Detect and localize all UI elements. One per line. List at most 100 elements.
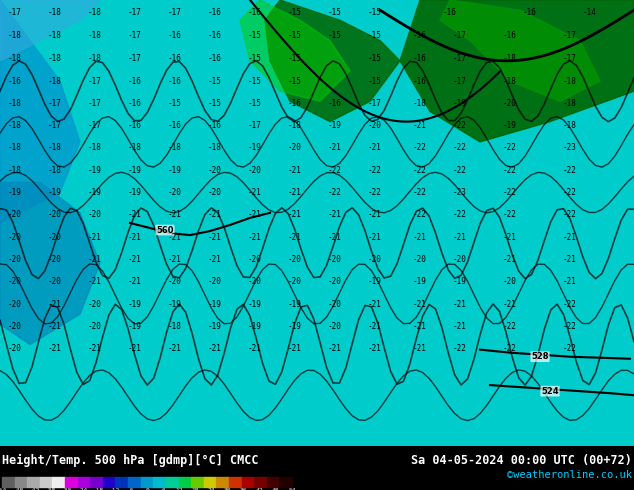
Text: -21: -21 xyxy=(503,233,517,242)
Text: -21: -21 xyxy=(88,344,102,353)
Text: -18: -18 xyxy=(563,99,577,108)
Text: -23: -23 xyxy=(453,188,467,197)
Text: -21: -21 xyxy=(168,233,182,242)
Text: -21: -21 xyxy=(453,322,467,331)
Text: -18: -18 xyxy=(48,8,62,17)
Bar xyxy=(141,477,153,487)
Text: -19: -19 xyxy=(128,299,142,309)
Text: -19: -19 xyxy=(288,322,302,331)
Text: -21: -21 xyxy=(128,210,142,220)
Text: -21: -21 xyxy=(368,299,382,309)
Text: -16: -16 xyxy=(523,8,537,17)
Text: -21: -21 xyxy=(48,344,62,353)
Text: -15: -15 xyxy=(248,99,262,108)
Text: -15: -15 xyxy=(248,54,262,63)
Text: -22: -22 xyxy=(413,188,427,197)
Text: -48: -48 xyxy=(13,488,23,490)
Text: -17: -17 xyxy=(453,76,467,86)
Text: -20: -20 xyxy=(288,277,302,286)
Text: 42: 42 xyxy=(256,488,264,490)
Polygon shape xyxy=(400,0,634,142)
Text: -19: -19 xyxy=(168,299,182,309)
Text: -17: -17 xyxy=(563,31,577,40)
Text: -18: -18 xyxy=(48,166,62,175)
Text: -21: -21 xyxy=(368,233,382,242)
Bar xyxy=(53,477,65,487)
Text: -21: -21 xyxy=(368,344,382,353)
Text: -21: -21 xyxy=(128,233,142,242)
Text: -19: -19 xyxy=(208,299,222,309)
Text: -15: -15 xyxy=(288,54,302,63)
Text: -21: -21 xyxy=(168,344,182,353)
Text: -15: -15 xyxy=(208,76,222,86)
Text: -20: -20 xyxy=(8,233,22,242)
Text: -20: -20 xyxy=(168,277,182,286)
Text: -21: -21 xyxy=(288,233,302,242)
Text: -22: -22 xyxy=(328,166,342,175)
Bar xyxy=(280,477,292,487)
Bar xyxy=(229,477,242,487)
Text: -19: -19 xyxy=(413,277,427,286)
Text: -16: -16 xyxy=(128,121,142,130)
Text: -17: -17 xyxy=(88,76,102,86)
Bar xyxy=(166,477,179,487)
Text: -22: -22 xyxy=(453,344,467,353)
Text: -19: -19 xyxy=(453,277,467,286)
Text: 36: 36 xyxy=(240,488,247,490)
Text: -21: -21 xyxy=(368,322,382,331)
Text: -15: -15 xyxy=(328,31,342,40)
Bar xyxy=(179,477,191,487)
Text: -18: -18 xyxy=(93,488,104,490)
Text: -19: -19 xyxy=(128,166,142,175)
Text: -20: -20 xyxy=(453,255,467,264)
Text: -16: -16 xyxy=(413,76,427,86)
Text: -18: -18 xyxy=(413,99,427,108)
Text: -16: -16 xyxy=(208,31,222,40)
Bar xyxy=(27,477,40,487)
Text: -17: -17 xyxy=(128,54,142,63)
Text: -19: -19 xyxy=(48,188,62,197)
Text: -20: -20 xyxy=(368,255,382,264)
Text: -18: -18 xyxy=(88,31,102,40)
Bar xyxy=(242,477,254,487)
Text: -18: -18 xyxy=(88,8,102,17)
Polygon shape xyxy=(0,0,80,223)
Text: -19: -19 xyxy=(128,322,142,331)
Polygon shape xyxy=(265,0,400,122)
Text: -22: -22 xyxy=(413,210,427,220)
Text: -21: -21 xyxy=(88,277,102,286)
Bar xyxy=(15,477,27,487)
Text: -16: -16 xyxy=(248,8,262,17)
Text: 30: 30 xyxy=(224,488,231,490)
Text: 48: 48 xyxy=(272,488,280,490)
Text: -18: -18 xyxy=(8,31,22,40)
Text: -15: -15 xyxy=(368,31,382,40)
Text: -18: -18 xyxy=(288,121,302,130)
Text: -19: -19 xyxy=(88,188,102,197)
Text: -16: -16 xyxy=(443,8,457,17)
Text: -21: -21 xyxy=(413,299,427,309)
Text: -22: -22 xyxy=(563,299,577,309)
Text: -22: -22 xyxy=(503,344,517,353)
Text: -21: -21 xyxy=(128,255,142,264)
Text: -21: -21 xyxy=(503,255,517,264)
Text: -6: -6 xyxy=(127,488,134,490)
Text: -17: -17 xyxy=(368,99,382,108)
Text: -20: -20 xyxy=(328,255,342,264)
Text: -22: -22 xyxy=(563,344,577,353)
Text: -16: -16 xyxy=(168,121,182,130)
Text: -21: -21 xyxy=(328,233,342,242)
Text: -15: -15 xyxy=(368,54,382,63)
Text: -20: -20 xyxy=(88,322,102,331)
Text: ©weatheronline.co.uk: ©weatheronline.co.uk xyxy=(507,470,632,480)
Text: -18: -18 xyxy=(168,322,182,331)
Text: -18: -18 xyxy=(48,144,62,152)
Text: -15: -15 xyxy=(328,8,342,17)
Text: -18: -18 xyxy=(8,99,22,108)
Text: -16: -16 xyxy=(503,31,517,40)
Text: -18: -18 xyxy=(48,76,62,86)
Text: 24: 24 xyxy=(208,488,215,490)
Text: -21: -21 xyxy=(563,233,577,242)
Text: -20: -20 xyxy=(208,188,222,197)
Text: -21: -21 xyxy=(413,233,427,242)
